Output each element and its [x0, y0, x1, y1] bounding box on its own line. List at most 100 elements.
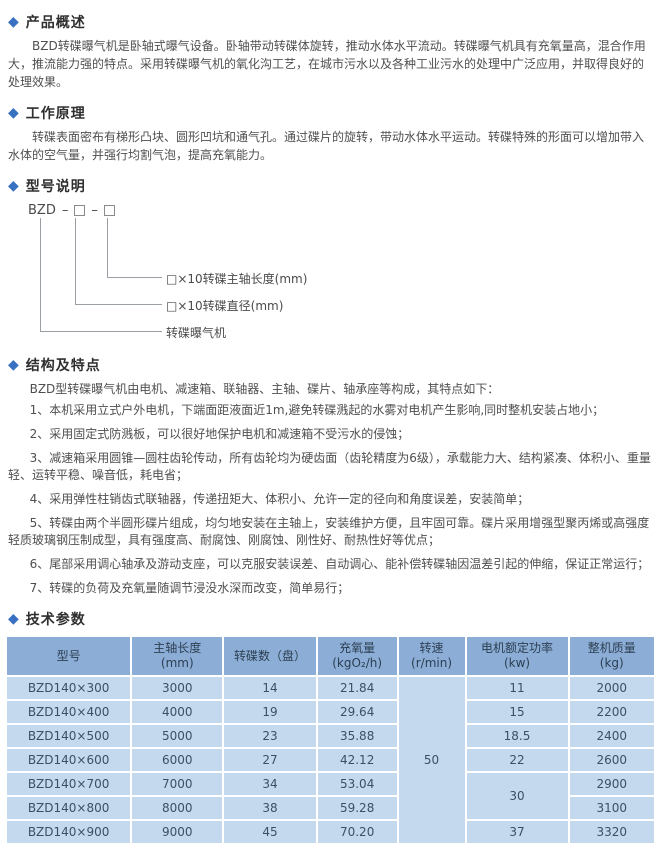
spec-table-cell: 2600 — [569, 749, 654, 771]
spec-table-cell: 2900 — [569, 773, 654, 795]
model-code-box-diameter — [74, 205, 86, 216]
overview-paragraph: BZD转碟曝气机是卧轴式曝气设备。卧轴带动转碟体旋转，推动水体水平流动。转碟曝气… — [8, 39, 646, 89]
spec-table-cell: 27 — [224, 749, 316, 771]
spec-table-cell: 3320 — [569, 821, 654, 843]
model-code-diagram: BZD – – □×10转碟主轴长度(mm) □×10转碟直径(mm) 转碟曝气… — [0, 201, 660, 343]
spec-table-cell: 6000 — [132, 749, 223, 771]
section-header-overview: ◆ 产品概述 — [8, 12, 660, 32]
spec-table-row: BZD140×300 3000 14 21.84 50 11 2000 — [7, 677, 654, 843]
spec-table-cell: 22 — [466, 749, 568, 771]
diamond-bullet-icon: ◆ — [8, 357, 19, 373]
spec-table-cell: 11 — [466, 677, 568, 699]
spec-table-cell: BZD140×700 — [7, 773, 131, 795]
section-header-specs: ◆ 技术参数 — [8, 609, 660, 629]
spec-table-cell: 42.12 — [317, 749, 397, 771]
spec-table-cell: 3100 — [569, 797, 654, 819]
spec-table-cell: BZD140×400 — [7, 701, 131, 723]
feature-item: 4、采用弹性柱销齿式联轴器，传递扭矩大、体积小、允许一定的径向和角度误差，安装简… — [29, 492, 530, 506]
model-label-shaft-length: □×10转碟主轴长度(mm) — [166, 272, 308, 286]
connector-line — [40, 218, 41, 331]
document-page: { "accent_color": "#3a70c2", "table_head… — [0, 12, 660, 843]
spec-column-header: 转速 (r/min) — [398, 637, 465, 675]
spec-table-cell: 23 — [224, 725, 316, 747]
connector-line — [107, 218, 108, 277]
spec-table-cell: 45 — [224, 821, 316, 843]
spec-table-cell: 53.04 — [317, 773, 397, 795]
model-label-diameter: □×10转碟直径(mm) — [166, 299, 284, 313]
spec-table-cell: 21.84 — [317, 677, 397, 699]
diamond-bullet-icon: ◆ — [8, 178, 19, 194]
feature-item: 3、减速箱采用圆锥—圆柱齿轮传动，所有齿轮均为硬齿面（齿轮精度为6级），承载能力… — [8, 451, 651, 482]
section-title: 型号说明 — [25, 179, 86, 195]
spec-table-cell: 37 — [466, 821, 568, 843]
spec-column-header: 整机质量 (kg) — [569, 637, 654, 675]
spec-table-cell: 8000 — [132, 797, 223, 819]
features-list: 1、本机采用立式户外电机，下端面距液面近1m,避免转碟溅起的水雾对电机产生影响,… — [8, 402, 652, 597]
spec-table-cell: 2200 — [569, 701, 654, 723]
spec-table-cell: BZD140×500 — [7, 725, 131, 747]
spec-table-row: BZD140×900 9000 45 70.20 37 3320 — [7, 821, 654, 843]
spec-column-header: 型号 — [7, 637, 131, 675]
spec-table-cell: 2400 — [569, 725, 654, 747]
section-title: 产品概述 — [25, 15, 86, 31]
section-title: 工作原理 — [25, 106, 86, 122]
dash: – — [61, 203, 69, 218]
spec-column-header: 充氧量 (kgO₂/h) — [317, 637, 397, 675]
spec-table-cell: 7000 — [132, 773, 223, 795]
spec-table: 型号 主轴长度 (mm) 转碟数（盘） 充氧量 (kgO₂/h) 转速 (r/min) 电机额定… — [5, 635, 656, 845]
spec-table-cell: 18.5 — [466, 725, 568, 747]
spec-table-row: BZD140×400 4000 19 29.64 15 2200 — [7, 701, 654, 723]
spec-table-cell: BZD140×300 — [7, 677, 131, 699]
model-code-row: BZD – – — [28, 203, 115, 218]
feature-item: 1、本机采用立式户外电机，下端面距液面近1m,避免转碟溅起的水雾对电机产生影响,… — [29, 403, 605, 417]
connector-line — [107, 277, 162, 278]
diamond-bullet-icon: ◆ — [8, 105, 19, 121]
model-code-box-length — [103, 205, 115, 216]
spec-table-cell: 70.20 — [317, 821, 397, 843]
section-title: 结构及特点 — [25, 358, 101, 374]
spec-column-header: 转碟数（盘） — [224, 637, 316, 675]
model-code-prefix: BZD — [28, 203, 56, 218]
spec-table-cell: 34 — [224, 773, 316, 795]
section-header-model: ◆ 型号说明 — [8, 176, 660, 196]
section-title: 技术参数 — [25, 612, 86, 628]
spec-table-row: BZD140×700 7000 34 53.04 30 2900 — [7, 773, 654, 819]
spec-table-cell: BZD140×600 — [7, 749, 131, 771]
spec-table-cell: 35.88 — [317, 725, 397, 747]
spec-table-cell: 50 — [398, 677, 465, 843]
connector-line — [75, 218, 76, 304]
feature-item: 7、转碟的负荷及充氧量随调节浸没水深而改变，简单易行； — [29, 581, 350, 595]
connector-line — [40, 331, 162, 332]
spec-table-body: BZD140×300 3000 14 21.84 50 11 2000 BZD140×400 4… — [7, 677, 654, 843]
model-label-name: 转碟曝气机 — [166, 326, 227, 340]
spec-table-cell: 5000 — [132, 725, 223, 747]
spec-table-cell: 29.64 — [317, 701, 397, 723]
diamond-bullet-icon: ◆ — [8, 611, 19, 627]
spec-table-cell: BZD140×800 — [7, 797, 131, 819]
spec-table-cell: 59.28 — [317, 797, 397, 819]
spec-table-cell: 38 — [224, 797, 316, 819]
spec-table-cell: 9000 — [132, 821, 223, 843]
spec-table-cell: 15 — [466, 701, 568, 723]
spec-table-header-row: 型号 主轴长度 (mm) 转碟数（盘） 充氧量 (kgO₂/h) 转速 (r/min) 电机额定… — [7, 637, 654, 675]
spec-table-cell: 30 — [466, 773, 568, 819]
spec-column-header: 电机额定功率 (kw) — [466, 637, 568, 675]
connector-line — [75, 304, 162, 305]
spec-table-cell: 19 — [224, 701, 316, 723]
spec-table-row: BZD140×600 6000 27 42.12 22 2600 — [7, 749, 654, 771]
spec-table-cell: 4000 — [132, 701, 223, 723]
spec-table-cell: 3000 — [132, 677, 223, 699]
spec-table-cell: BZD140×900 — [7, 821, 131, 843]
feature-item: 6、尾部采用调心轴承及游动支座，可以克服安装误差、自动调心、能补偿转碟轴因温差引… — [29, 557, 650, 571]
feature-item: 5、转碟由两个半圆形碟片组成，均匀地安装在主轴上，安装维护方便，且牢固可靠。碟片… — [8, 516, 650, 547]
spec-table-cell: 14 — [224, 677, 316, 699]
diamond-bullet-icon: ◆ — [8, 14, 19, 30]
principle-paragraph: 转碟表面密布有梯形凸块、圆形凹坑和通气孔。通过碟片的旋转，带动水体水平运动。转碟… — [8, 130, 645, 162]
spec-table-cell: 2000 — [569, 677, 654, 699]
spec-table-row: BZD140×500 5000 23 35.88 18.5 2400 — [7, 725, 654, 747]
features-intro: BZD型转碟曝气机由电机、减速箱、联轴器、主轴、碟片、轴承座等构成，其特点如下： — [29, 382, 500, 396]
spec-column-header: 主轴长度 (mm) — [132, 637, 223, 675]
feature-item: 2、采用固定式防溅板，可以很好地保护电机和减速箱不受污水的侵蚀； — [29, 427, 410, 441]
section-header-principle: ◆ 工作原理 — [8, 103, 660, 123]
dash: – — [91, 203, 98, 218]
